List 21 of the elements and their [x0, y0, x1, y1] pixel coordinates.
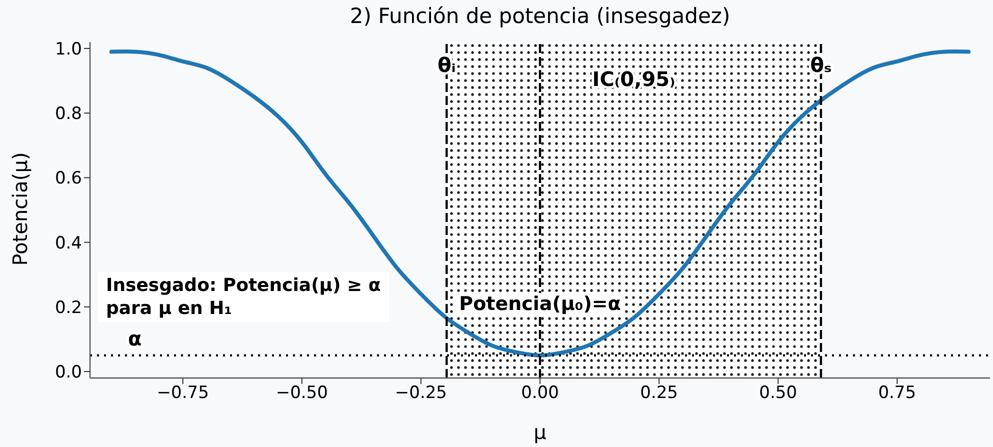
- x-tick-label: −0.75: [156, 383, 209, 404]
- y-tick-label: 0.6: [54, 168, 82, 189]
- y-tick-label: 1.0: [54, 39, 82, 60]
- ref-line-label: α: [128, 326, 142, 350]
- line-series: [109, 49, 971, 358]
- band-label: IC₍0,95₎: [592, 67, 676, 91]
- x-axis-title: μ: [532, 420, 548, 444]
- y-tick-label: 0.2: [54, 298, 82, 318]
- x-tick-label: −0.50: [276, 383, 328, 404]
- y-tick-label: 0.4: [54, 233, 82, 254]
- y-tick-label: 0.0: [54, 362, 82, 383]
- x-tick-label: 0.50: [759, 383, 798, 404]
- y-tick-label: 0.8: [54, 104, 82, 124]
- chart-title: 2) Función de potencia (insesgadez): [348, 4, 732, 28]
- x-tick-label: 0.75: [878, 383, 916, 404]
- annotation: Potencia(μ₀)=α: [456, 293, 624, 316]
- annotation: Insesgado: Potencia(μ) ≥ α para μ en H₁: [98, 272, 389, 322]
- y-axis-title: Potencia(μ): [8, 151, 32, 268]
- x-tick-label: −0.25: [394, 383, 448, 404]
- x-tick-label: 0.00: [521, 383, 559, 404]
- x-tick-label: 0.25: [640, 383, 678, 404]
